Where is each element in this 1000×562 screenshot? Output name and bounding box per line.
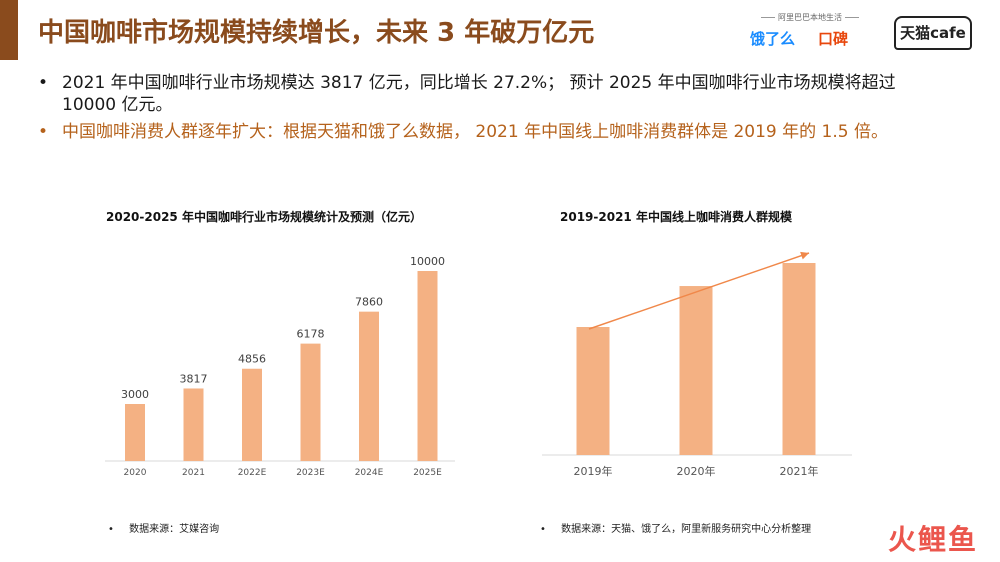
bar [679, 286, 713, 455]
bar [300, 343, 321, 461]
x-tick-label: 2021年 [780, 464, 819, 478]
x-tick-label: 2021 [182, 468, 205, 478]
data-label: 3000 [121, 388, 149, 401]
x-tick-label: 2024E [355, 468, 384, 478]
source-dot: • [540, 524, 546, 535]
trend-arrow-line [588, 252, 810, 330]
data-label: 3817 [180, 372, 208, 385]
x-tick-label: 2025E [413, 468, 442, 478]
data-label: 6178 [297, 328, 325, 341]
x-tick-label: 2020 [124, 468, 147, 478]
source-text: 数据来源：天猫、饿了么，阿里新服务研究中心分析整理 [561, 524, 812, 535]
bullet-dot: • [38, 73, 49, 93]
trend-arrow-head [800, 251, 809, 260]
key-points: • 2021 年中国咖啡行业市场规模达 3817 亿元，同比增长 27.2%； … [38, 72, 938, 148]
eleme-logo: 饿了么 [750, 30, 796, 48]
source-note-left: • 数据来源：艾媒咨询 [108, 520, 219, 535]
brand-logos: 阿里巴巴本地生活 饿了么 口碑 天猫cafe [746, 8, 986, 56]
data-label: 7860 [355, 296, 383, 309]
bullet-text: 2021 年中国咖啡行业市场规模达 3817 亿元，同比增长 27.2%； 预计… [62, 73, 896, 115]
data-label: 4856 [238, 353, 266, 366]
bar [417, 271, 438, 461]
online-consumers-chart-title: 2019-2021 年中国线上咖啡消费人群规模 [560, 210, 792, 224]
x-tick-label: 2023E [296, 468, 325, 478]
online-consumers-chart: 2019年 2020年 2021年 [542, 251, 852, 478]
page-title: 中国咖啡市场规模持续增长，未来 3 年破万亿元 [38, 18, 595, 48]
watermark-logo: 火鲤鱼 [887, 523, 978, 556]
x-tick-label: 2019年 [574, 464, 613, 478]
koubei-logo: 口碑 [818, 30, 849, 48]
x-tick-label: 2020年 [677, 464, 716, 478]
market-size-chart-title: 2020-2025 年中国咖啡行业市场规模统计及预测（亿元） [106, 210, 422, 224]
bar [183, 388, 204, 461]
bullet-dot: • [38, 122, 49, 142]
bar [359, 311, 379, 461]
bar [125, 404, 145, 461]
title-accent-bar [0, 0, 18, 60]
bar [576, 327, 610, 455]
bar [242, 368, 262, 461]
market-size-chart: 3000 2020 3817 2021 4856 2022E 6178 2023E 7860 20… [105, 255, 455, 478]
bar [782, 263, 816, 455]
bullet-consumer-growth: • 中国咖啡消费人群逐年扩大：根据天猫和饿了么数据， 2021 年中国线上咖啡消… [38, 121, 938, 143]
tmall-cafe-logo: 天猫cafe [894, 16, 972, 50]
alibaba-local-tagline: 阿里巴巴本地生活 [746, 12, 874, 23]
bullet-text: 中国咖啡消费人群逐年扩大：根据天猫和饿了么数据， 2021 年中国线上咖啡消费群… [62, 122, 888, 142]
data-label: 10000 [410, 255, 445, 268]
bullet-market-size: • 2021 年中国咖啡行业市场规模达 3817 亿元，同比增长 27.2%； … [38, 72, 938, 116]
source-note-right: • 数据来源：天猫、饿了么，阿里新服务研究中心分析整理 [540, 520, 811, 535]
source-text: 数据来源：艾媒咨询 [129, 524, 220, 535]
x-tick-label: 2022E [238, 468, 267, 478]
source-dot: • [108, 524, 114, 535]
